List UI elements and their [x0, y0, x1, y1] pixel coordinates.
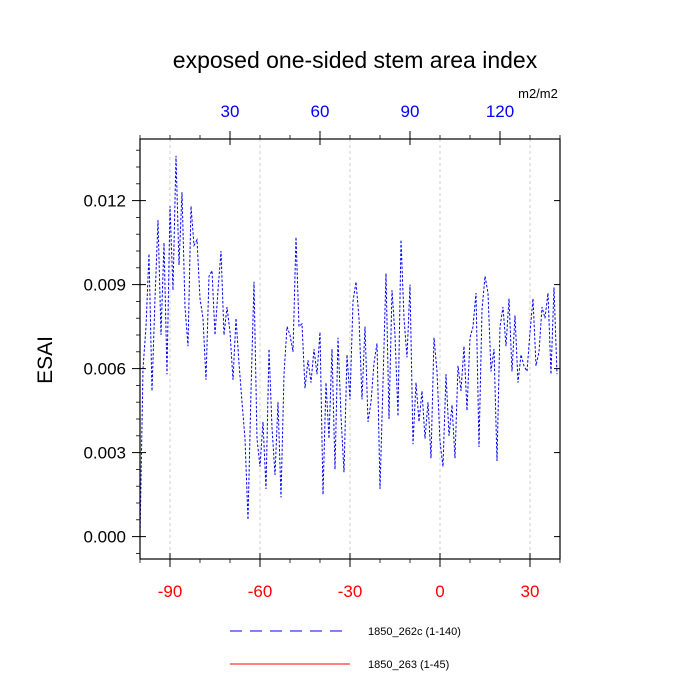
chart-title: exposed one-sided stem area index	[173, 47, 538, 73]
legend-label-series-1: 1850_262c (1-140)	[368, 626, 461, 638]
series-layer	[139, 155, 558, 537]
axis-tick-labels: -90 -60 -30 0 30 30 60 90 120 0.000 0.003 0.006 0.00…	[83, 102, 539, 601]
x-tick-label-top: 60	[311, 102, 330, 121]
y-axis-label: ESAI	[34, 336, 57, 384]
legend-label-series-2: 1850_263 (1-45)	[368, 659, 449, 671]
y-tick-label: 0.000	[83, 528, 126, 547]
x-tick-label-bottom: -30	[338, 582, 363, 601]
y-tick-label: 0.012	[83, 192, 126, 211]
units-label: m2/m2	[518, 86, 558, 101]
x-tick-label-bottom: 0	[435, 582, 444, 601]
x-tick-label-top: 120	[486, 102, 514, 121]
y-tick-label: 0.003	[83, 444, 126, 463]
legend: 1850_262c (1-140) 1850_263 (1-45)	[230, 626, 461, 671]
x-tick-label-top: 90	[401, 102, 420, 121]
x-tick-label-bottom: -90	[158, 582, 183, 601]
x-tick-label-bottom: -60	[248, 582, 273, 601]
y-tick-label: 0.006	[83, 360, 126, 379]
x-tick-label-top: 30	[221, 102, 240, 121]
axis-ticks	[132, 131, 561, 567]
x-tick-label-bottom: 30	[521, 582, 540, 601]
grid	[169, 139, 531, 559]
series-line-1850-262c	[139, 155, 558, 537]
y-tick-label: 0.009	[83, 276, 126, 295]
